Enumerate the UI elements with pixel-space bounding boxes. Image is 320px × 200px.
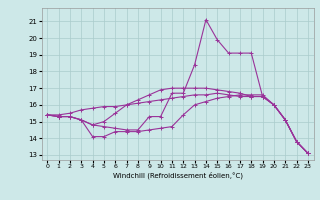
X-axis label: Windchill (Refroidissement éolien,°C): Windchill (Refroidissement éolien,°C) (113, 172, 243, 179)
